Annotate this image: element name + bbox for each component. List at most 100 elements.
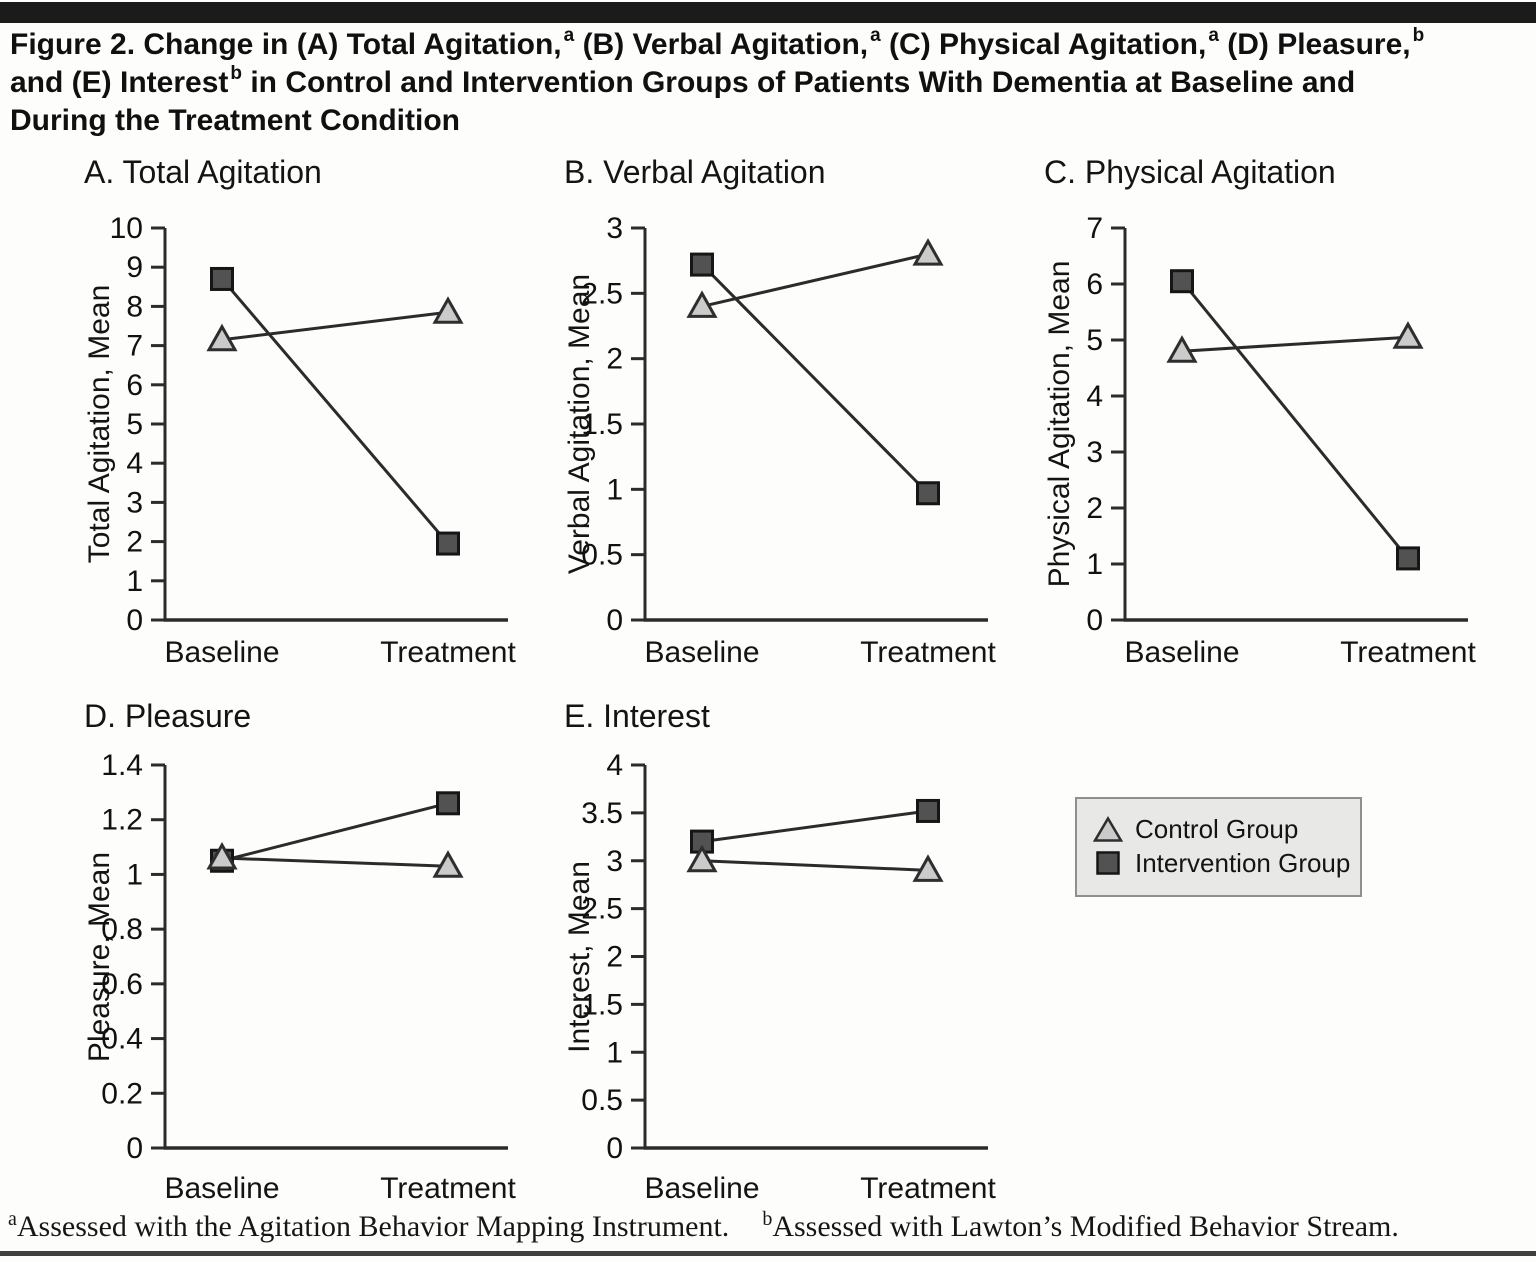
intervention-marker-baseline (1170, 269, 1194, 294)
intervention-marker-treatment (436, 531, 460, 556)
panel-b-plot: 0 0.5 1 1.5 2 2.5 3 (581, 212, 988, 637)
y-tick-label: 1 (126, 565, 143, 598)
y-tick-label: 0 (606, 1132, 623, 1165)
panel-d-plot: 0 0.2 0.4 0.6 0.8 1 1.2 1.4 (101, 749, 508, 1165)
x-tick-label-treatment: Treatment (860, 636, 996, 669)
footnote-marker-a: a (870, 25, 881, 46)
y-tick-label: 2.5 (581, 893, 623, 926)
x-tick-label-treatment: Treatment (380, 636, 516, 669)
panel-title: D. Pleasure (84, 698, 252, 734)
bottom-rule (0, 1251, 1536, 1256)
legend: Control Group Intervention Group (1075, 797, 1362, 897)
title-text: and (E) Interest (10, 66, 229, 99)
legend-label-intervention: Intervention Group (1135, 847, 1351, 878)
y-tick-label: 8 (126, 290, 143, 323)
x-tick-label-baseline: Baseline (164, 1172, 280, 1205)
y-tick-label: 7 (126, 330, 143, 363)
title-text: (C) Physical Agitation, (880, 28, 1207, 61)
y-tick-label: 1.5 (581, 988, 623, 1021)
control-marker-baseline (686, 290, 718, 318)
panel-c-plot: 0 1 2 3 4 5 6 7 (1086, 212, 1468, 637)
y-tick-label: 1.2 (101, 804, 143, 837)
footnote-marker-b: b (1412, 25, 1425, 46)
y-tick-label: 3 (606, 212, 623, 245)
panel-e-plot: 0 0.5 1 1.5 2 2.5 3 3.5 4 (581, 749, 988, 1165)
y-tick-label: 4 (606, 749, 623, 782)
control-series-line (221, 310, 449, 342)
x-tick-label-baseline: Baseline (644, 636, 760, 669)
figure-title-line-2: and (E) Interest b in Control and Interve… (10, 64, 1526, 102)
x-tick-label-treatment: Treatment (380, 1172, 516, 1205)
y-tick-label: 2 (606, 343, 623, 376)
x-tick-label-baseline: Baseline (644, 1172, 760, 1205)
y-tick-label: 0.5 (581, 1084, 623, 1117)
intervention-marker-treatment (916, 481, 940, 506)
title-text: (D) Pleasure, (1218, 28, 1411, 61)
legend-row-intervention: Intervention Group (1077, 846, 1360, 880)
y-tick-label: 2 (1086, 492, 1103, 525)
footnote-marker-b: b (762, 1208, 773, 1230)
y-tick-label: 2 (126, 526, 143, 559)
y-tick-label: 1 (126, 858, 143, 891)
y-tick-label: 1.4 (101, 749, 143, 782)
panel-b-verbal-agitation: B. Verbal Agitation Verbal Agitation, Me… (540, 150, 1020, 690)
figure-title: Figure 2. Change in (A) Total Agitation,… (10, 26, 1526, 140)
control-series-line (701, 252, 929, 308)
footnotes: aAssessed with the Agitation Behavior Ma… (8, 1208, 1530, 1244)
intervention-series-line (700, 263, 930, 495)
intervention-series-line (220, 277, 450, 545)
y-tick-label: 4 (126, 447, 143, 480)
panel-title: C. Physical Agitation (1044, 154, 1336, 190)
x-tick-label-treatment: Treatment (860, 1172, 996, 1205)
intervention-marker-treatment (916, 798, 940, 823)
y-tick-label: 5 (126, 408, 143, 441)
y-tick-label: 0.4 (101, 1023, 143, 1056)
y-tick-label: 3 (1086, 436, 1103, 469)
y-tick-label: 6 (1086, 268, 1103, 301)
control-marker-baseline (686, 844, 718, 873)
footnote-b-text: Assessed with Lawton’s Modified Behavior… (772, 1210, 1399, 1243)
y-tick-label: 0.8 (101, 913, 143, 946)
intervention-marker-baseline (210, 266, 234, 291)
y-tick-label: 0.6 (101, 968, 143, 1001)
footnote-marker-a: a (563, 25, 575, 46)
y-tick-label: 0 (606, 604, 623, 637)
control-marker-treatment (432, 850, 464, 878)
y-tick-label: 0 (126, 604, 143, 637)
y-tick-label: 6 (126, 369, 143, 402)
footnote-marker-a: a (1208, 25, 1219, 46)
control-marker-baseline (206, 323, 238, 352)
footnote-a-text: Assessed with the Agitation Behavior Map… (16, 1210, 730, 1243)
panel-title: B. Verbal Agitation (564, 154, 826, 190)
control-marker-treatment (432, 296, 464, 324)
y-tick-label: 4 (1086, 380, 1103, 413)
panel-e-interest: E. Interest Interest, Mean 0 0.5 1 1.5 2 2.5 3… (540, 690, 1020, 1230)
control-marker-treatment (912, 238, 944, 266)
control-marker-baseline (1166, 335, 1198, 363)
y-tick-label: 1 (1086, 548, 1103, 581)
control-marker-treatment (1392, 321, 1424, 349)
title-text: During the Treatment Condition (10, 104, 460, 137)
intervention-marker-baseline (690, 252, 714, 277)
y-tick-label: 1 (606, 473, 623, 506)
control-marker-baseline (206, 841, 238, 870)
top-rule (0, 2, 1536, 23)
y-tick-label: 0.2 (101, 1077, 143, 1110)
footnote-marker-b: b (230, 63, 242, 84)
intervention-series-line (701, 809, 929, 844)
y-tick-label: 3 (126, 486, 143, 519)
intervention-series-line (221, 801, 449, 863)
x-tick-label-baseline: Baseline (1124, 636, 1240, 669)
y-tick-label: 7 (1086, 212, 1103, 245)
control-series-line (701, 859, 929, 872)
y-tick-label: 0 (1086, 604, 1103, 637)
panel-d-pleasure: D. Pleasure Pleasure, Mean 0 0.2 0.4 0.6 0.8… (60, 690, 540, 1230)
y-tick-label: 3.5 (581, 797, 623, 830)
intervention-group-marker-icon (1096, 851, 1120, 875)
intervention-marker-treatment (1396, 546, 1420, 571)
footnote-marker-a: a (8, 1208, 17, 1230)
control-group-marker-icon (1093, 816, 1123, 842)
control-series-line (1181, 335, 1409, 353)
y-tick-label: 3 (606, 845, 623, 878)
